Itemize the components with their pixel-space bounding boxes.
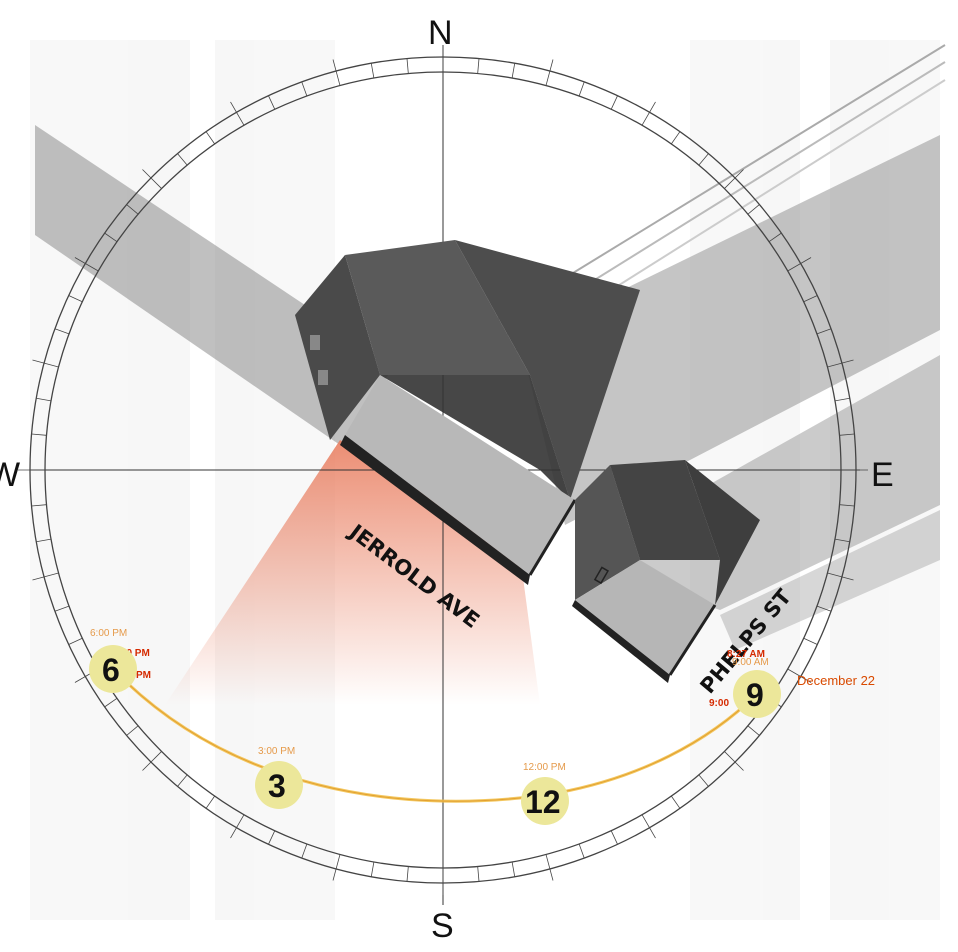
compass-tick — [641, 814, 656, 839]
compass-tick — [301, 843, 308, 859]
compass-tick — [670, 795, 681, 809]
shadow-west — [35, 125, 395, 445]
compass-tick — [406, 58, 409, 74]
compass-tick — [177, 774, 188, 787]
compass-tick — [747, 204, 760, 215]
compass-tick — [268, 95, 276, 110]
compass-tick — [31, 433, 47, 436]
compass-tick — [768, 232, 782, 243]
compass-tick — [205, 131, 216, 145]
compass-tick — [230, 814, 245, 839]
compass-tick — [126, 204, 139, 215]
date-label: December 22 — [797, 673, 875, 688]
compass-tick — [104, 232, 118, 243]
time-label-three: 3:00 PM — [258, 746, 295, 757]
building-main — [295, 240, 640, 585]
compass-tick — [74, 257, 99, 272]
compass-tick — [803, 637, 818, 645]
time-label-east-orange: 9:00 AM — [732, 657, 769, 668]
compass-tick — [32, 359, 59, 368]
svg-text:6: 6 — [102, 652, 120, 688]
compass-tick — [839, 504, 855, 507]
hour-marker-twelve: 12 — [521, 777, 569, 825]
compass-tick — [230, 101, 245, 126]
shadow-far-east — [720, 510, 940, 650]
compass-tick — [301, 81, 308, 97]
compass-tick — [142, 169, 162, 189]
compass-tick — [332, 59, 341, 86]
compass-tick — [31, 504, 47, 507]
compass-tick — [126, 725, 139, 736]
compass-tick — [787, 668, 812, 683]
compass-tick — [142, 751, 162, 771]
time-label-east-low: 9:00 — [709, 698, 729, 709]
compass-tick — [477, 58, 480, 74]
compass-tick — [839, 433, 855, 436]
compass-east: E — [871, 456, 894, 494]
compass-tick — [747, 725, 760, 736]
compass-north: N — [428, 14, 453, 52]
compass-south: S — [431, 907, 454, 945]
compass-tick — [370, 861, 375, 877]
compass-tick — [834, 538, 850, 543]
hour-marker-three: 3 — [255, 761, 303, 809]
compass-tick — [803, 295, 818, 303]
compass-tick — [545, 59, 554, 86]
compass-tick — [816, 328, 832, 335]
compass-tick — [610, 95, 618, 110]
compass-tick — [68, 295, 83, 303]
compass-ring — [18, 45, 868, 895]
compass-tick — [610, 830, 618, 845]
compass-tick — [36, 538, 52, 543]
compass-tick — [104, 697, 118, 708]
time-label-west-top: 6:00 PM — [90, 628, 127, 639]
svg-text:3: 3 — [268, 768, 286, 804]
compass-tick — [268, 830, 276, 845]
compass-tick — [724, 169, 744, 189]
building-secondary — [572, 460, 760, 683]
compass-tick — [36, 397, 52, 402]
compass-tick — [578, 843, 585, 859]
compass-tick — [827, 359, 854, 368]
compass-tick — [787, 257, 812, 272]
compass-tick — [54, 605, 70, 612]
compass-tick — [32, 572, 59, 581]
compass-tick — [545, 854, 554, 881]
hour-marker-nine: 9 — [733, 670, 781, 718]
compass-tick — [578, 81, 585, 97]
compass-tick — [816, 605, 832, 612]
compass-tick — [68, 637, 83, 645]
time-label-twelve: 12:00 PM — [523, 762, 566, 773]
shadow-east-long — [520, 135, 940, 525]
compass-tick — [406, 866, 409, 882]
compass-tick — [724, 751, 744, 771]
compass-tick — [511, 63, 516, 79]
compass-tick — [370, 63, 375, 79]
hour-marker-six: 6 — [89, 645, 137, 693]
compass-west: W — [0, 456, 20, 494]
compass-tick — [698, 153, 709, 166]
sun-glow-wedge — [165, 440, 540, 705]
compass-tick — [177, 153, 188, 166]
compass-tick — [332, 854, 341, 881]
svg-text:12: 12 — [525, 784, 561, 820]
compass-tick — [834, 397, 850, 402]
time-label-east-red: 8:27 AM — [727, 649, 765, 660]
compass-tick — [511, 861, 516, 877]
svg-text:9: 9 — [746, 677, 764, 713]
compass-tick — [205, 795, 216, 809]
compass-tick — [827, 572, 854, 581]
compass-tick — [698, 774, 709, 787]
compass-tick — [477, 866, 480, 882]
compass-tick — [641, 101, 656, 126]
compass-tick — [670, 131, 681, 145]
compass-tick — [54, 328, 70, 335]
time-label-west-low: PM — [136, 670, 151, 681]
